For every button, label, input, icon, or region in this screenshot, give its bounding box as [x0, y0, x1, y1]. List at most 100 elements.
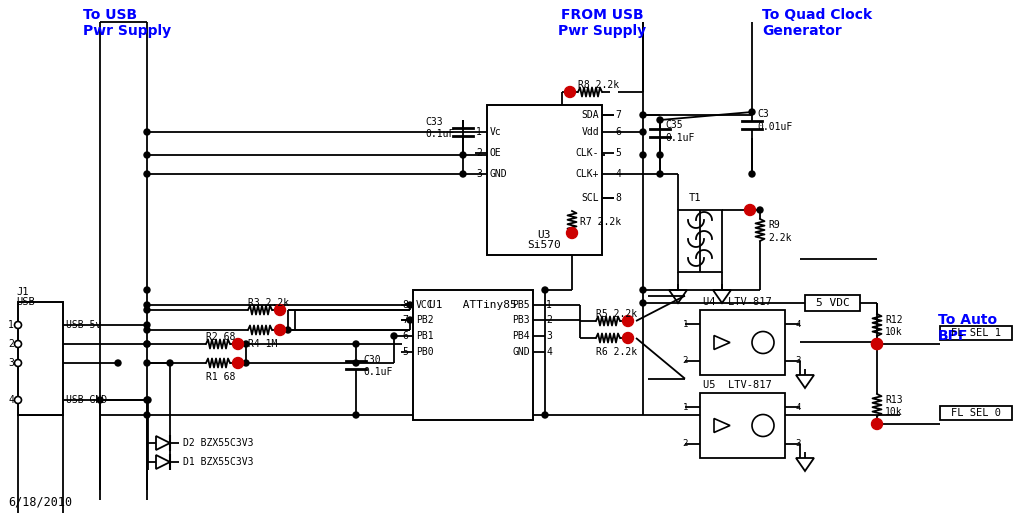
- Text: D2 BZX55C3V3: D2 BZX55C3V3: [183, 438, 254, 448]
- Text: C3: C3: [757, 109, 769, 119]
- Text: Si570: Si570: [527, 240, 561, 250]
- Text: 5: 5: [615, 148, 621, 158]
- Text: 2: 2: [546, 315, 552, 325]
- Bar: [413, 290, 533, 420]
- Text: 3: 3: [795, 439, 801, 448]
- Text: CLK-: CLK-: [576, 148, 599, 158]
- Text: USB GND: USB GND: [66, 395, 107, 405]
- Text: R1 68: R1 68: [206, 372, 235, 382]
- Circle shape: [97, 397, 103, 403]
- Circle shape: [353, 341, 359, 347]
- Circle shape: [144, 171, 150, 177]
- Text: 2: 2: [683, 439, 688, 448]
- Text: 2: 2: [8, 339, 14, 349]
- Text: R4 1M: R4 1M: [248, 339, 278, 349]
- Text: 4: 4: [795, 403, 801, 412]
- Text: PB1: PB1: [416, 331, 434, 341]
- Text: 4: 4: [546, 347, 552, 357]
- Text: R8 2.2k: R8 2.2k: [578, 80, 619, 90]
- Circle shape: [623, 315, 633, 326]
- Bar: [487, 105, 602, 255]
- Circle shape: [144, 287, 150, 293]
- Circle shape: [640, 300, 646, 306]
- Text: USB: USB: [16, 297, 35, 307]
- Circle shape: [144, 152, 150, 158]
- Text: 7: 7: [402, 315, 408, 325]
- Text: OE: OE: [490, 148, 502, 158]
- Text: PB4: PB4: [512, 331, 530, 341]
- Text: D1 BZX55C3V3: D1 BZX55C3V3: [183, 457, 254, 467]
- Text: 2.2k: 2.2k: [768, 233, 792, 243]
- Text: U1   ATTiny85: U1 ATTiny85: [429, 300, 517, 310]
- Circle shape: [657, 171, 663, 177]
- Circle shape: [749, 109, 755, 115]
- Circle shape: [460, 152, 466, 158]
- Text: 3: 3: [795, 356, 801, 365]
- Circle shape: [657, 117, 663, 123]
- Text: R9: R9: [768, 220, 780, 230]
- Circle shape: [232, 358, 244, 368]
- Bar: [678, 210, 722, 272]
- Circle shape: [407, 302, 413, 308]
- Text: 0.1uF: 0.1uF: [425, 129, 454, 139]
- Text: 8: 8: [402, 300, 408, 310]
- Text: 5 VDC: 5 VDC: [816, 298, 850, 308]
- Circle shape: [749, 171, 755, 177]
- Text: 2: 2: [476, 148, 482, 158]
- Text: 4: 4: [795, 320, 801, 329]
- Circle shape: [564, 87, 576, 97]
- Text: PB2: PB2: [416, 315, 434, 325]
- Circle shape: [542, 287, 548, 293]
- Text: 6: 6: [402, 331, 408, 341]
- Circle shape: [657, 152, 663, 158]
- Circle shape: [566, 227, 578, 239]
- Text: PB0: PB0: [416, 347, 434, 357]
- Text: 5: 5: [402, 347, 408, 357]
- Bar: [940, 326, 1012, 340]
- Text: R6 2.2k: R6 2.2k: [596, 347, 637, 357]
- Circle shape: [14, 397, 22, 404]
- Circle shape: [144, 412, 150, 418]
- Text: 10k: 10k: [885, 407, 903, 417]
- Text: 1: 1: [546, 300, 552, 310]
- Bar: [805, 295, 860, 311]
- Circle shape: [274, 305, 286, 315]
- Circle shape: [640, 129, 646, 135]
- Circle shape: [144, 397, 150, 403]
- Text: C30: C30: [363, 355, 380, 365]
- Text: 6/18/2010: 6/18/2010: [8, 496, 72, 508]
- Circle shape: [542, 412, 548, 418]
- Text: C35: C35: [665, 120, 683, 130]
- Circle shape: [640, 112, 646, 118]
- Text: USB 5v: USB 5v: [66, 320, 101, 330]
- Circle shape: [872, 339, 882, 349]
- Bar: [19, 415, 63, 513]
- Circle shape: [285, 327, 291, 333]
- Circle shape: [144, 302, 150, 308]
- Circle shape: [144, 129, 150, 135]
- Text: FROM USB
Pwr Supply: FROM USB Pwr Supply: [558, 8, 646, 38]
- Text: FL SEL 1: FL SEL 1: [951, 328, 1001, 338]
- Circle shape: [144, 322, 150, 328]
- Circle shape: [353, 360, 359, 366]
- Text: FL SEL 0: FL SEL 0: [951, 408, 1001, 418]
- Circle shape: [232, 339, 244, 349]
- Text: 3: 3: [476, 169, 482, 179]
- Text: R3 2.2k: R3 2.2k: [248, 298, 289, 308]
- Circle shape: [144, 327, 150, 333]
- Text: R2 68: R2 68: [206, 332, 235, 342]
- Circle shape: [144, 307, 150, 313]
- Bar: [19, 302, 63, 415]
- Text: PB3: PB3: [512, 315, 530, 325]
- Text: 1: 1: [683, 403, 688, 412]
- Circle shape: [872, 419, 882, 429]
- Text: U5  LTV-817: U5 LTV-817: [703, 380, 772, 390]
- Text: To USB
Pwr Supply: To USB Pwr Supply: [83, 8, 171, 38]
- Text: VCC: VCC: [416, 300, 434, 310]
- Text: 0.01uF: 0.01uF: [757, 122, 793, 132]
- Text: 7: 7: [615, 110, 621, 120]
- Circle shape: [243, 341, 249, 347]
- Text: 0.1uF: 0.1uF: [665, 133, 694, 143]
- Text: CLK+: CLK+: [576, 169, 599, 179]
- Text: 1: 1: [476, 127, 482, 137]
